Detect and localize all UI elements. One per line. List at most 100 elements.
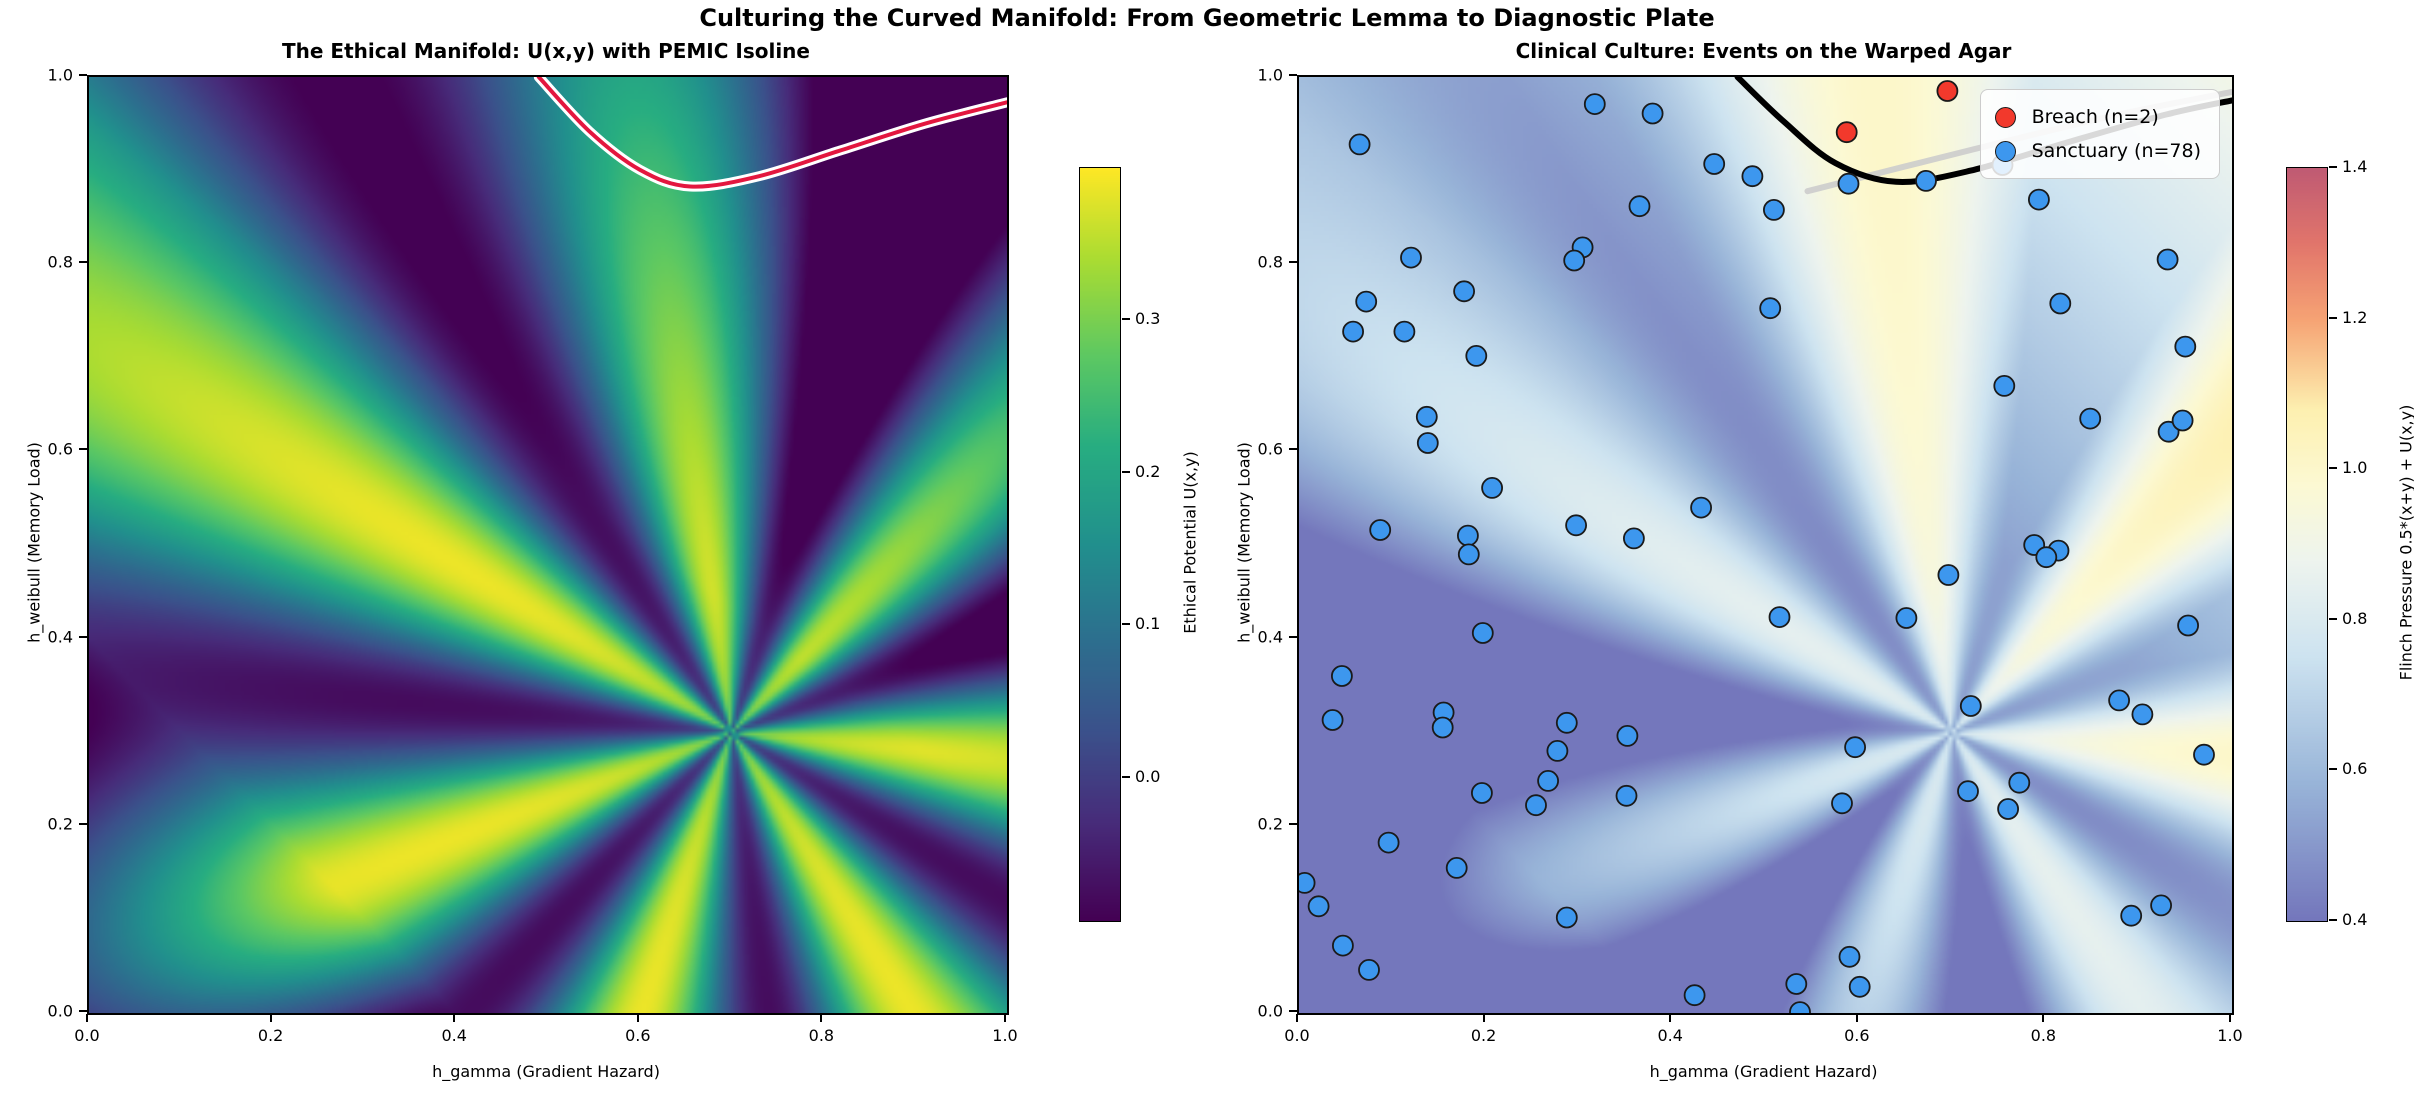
- sanctuary-point: [1915, 170, 1937, 192]
- left-colorbar: [1079, 167, 1121, 922]
- colorbar-tick-label: 1.2: [2342, 307, 2368, 327]
- sanctuary-point: [2028, 188, 2050, 211]
- sanctuary-point: [1445, 857, 1468, 879]
- x-tick-label: 0.2: [257, 1026, 284, 1045]
- sanctuary-point: [1838, 945, 1861, 968]
- colorbar-tick-label: 1.0: [2342, 458, 2368, 478]
- y-tick-mark: [1289, 822, 1297, 825]
- sanctuary-point: [2157, 420, 2180, 443]
- sanctuary-point: [1895, 607, 1918, 629]
- colorbar-tick-mark: [2329, 166, 2337, 168]
- colorbar-tick-label: 0.4: [2342, 910, 2368, 929]
- sanctuary-point: [1628, 195, 1651, 218]
- sanctuary-point: [1837, 172, 1860, 195]
- sanctuary-point: [2120, 904, 2143, 927]
- sanctuary-point: [1690, 496, 1713, 519]
- sanctuary-point: [2035, 546, 2058, 569]
- x-tick-label: 0.6: [625, 1026, 651, 1045]
- y-tick-label: 0.0: [47, 1001, 73, 1021]
- colorbar-tick-mark: [2329, 467, 2337, 470]
- sanctuary-point: [1555, 906, 1578, 929]
- right-y-axis-label: h_weibull (Memory Load): [1234, 442, 1254, 643]
- colorbar-tick-label: 0.3: [1135, 309, 1161, 329]
- pemic-isoline: [536, 77, 1007, 189]
- left-y-axis-label: h_weibull (Memory Load): [24, 442, 44, 643]
- sanctuary-point: [1641, 102, 1664, 125]
- sanctuary-point: [1457, 543, 1480, 566]
- sanctuary-point: [2174, 335, 2197, 358]
- sanctuary-point: [1957, 780, 1979, 803]
- legend-label-sanctuary: Sanctuary (n=78): [2031, 140, 2201, 162]
- left-heatmap-plot: [87, 75, 1009, 1015]
- pemic-isoline-overlay: [533, 77, 1007, 192]
- breach-marker-icon: [1994, 106, 2016, 128]
- colorbar-tick-label: 0.1: [1135, 614, 1161, 634]
- y-tick-label: 0.2: [47, 814, 73, 834]
- x-tick-mark: [2042, 1014, 2045, 1022]
- x-tick-label: 1.0: [992, 1026, 1018, 1045]
- x-tick-mark: [453, 1014, 456, 1022]
- sanctuary-point: [1470, 782, 1493, 804]
- sanctuary-point: [2108, 689, 2130, 712]
- sanctuary-point: [1789, 1001, 1811, 1013]
- y-tick-label: 0.2: [1257, 814, 1283, 834]
- sanctuary-point: [2079, 407, 2102, 430]
- x-tick-mark: [86, 1014, 88, 1022]
- right-colorbar: [2286, 167, 2328, 922]
- sanctuary-point: [1453, 280, 1476, 303]
- x-tick-mark: [820, 1014, 823, 1022]
- sanctuary-point: [1471, 622, 1494, 644]
- sanctuary-point: [1299, 872, 1316, 894]
- left-x-axis-label: h_gamma (Gradient Hazard): [432, 1062, 660, 1081]
- colorbar-tick-mark: [2329, 768, 2337, 771]
- breach-point: [1936, 80, 1959, 102]
- sanctuary-point: [1583, 93, 1606, 116]
- sanctuary-point: [2150, 894, 2172, 917]
- left-colorbar-label: Ethical Potential U(x,y): [1180, 451, 1200, 634]
- x-tick-label: 0.0: [1284, 1026, 1310, 1045]
- legend-row-sanctuary: Sanctuary (n=78): [1994, 134, 2201, 168]
- y-tick-label: 1.0: [1257, 65, 1283, 85]
- sanctuary-point: [1683, 984, 1706, 1007]
- y-tick-label: 0.8: [47, 252, 73, 272]
- sanctuary-point: [1456, 524, 1479, 547]
- colorbar-tick-mark: [1122, 775, 1130, 778]
- right-colorbar-gradient: [2287, 168, 2327, 921]
- x-tick-label: 0.4: [1657, 1026, 1683, 1045]
- sanctuary-marker-icon: [1994, 140, 2016, 162]
- sanctuary-point: [1993, 374, 2016, 397]
- sanctuary-point: [1848, 975, 1871, 998]
- sanctuary-point: [1355, 290, 1378, 313]
- sanctuary-point: [2171, 409, 2194, 432]
- y-tick-mark: [79, 635, 87, 638]
- sanctuary-point: [1741, 165, 1764, 188]
- sanctuary-point: [1703, 153, 1726, 175]
- y-tick-mark: [79, 74, 87, 76]
- sanctuary-point: [1555, 711, 1578, 734]
- sanctuary-point: [1348, 133, 1371, 156]
- x-tick-mark: [1004, 1014, 1006, 1022]
- y-tick-label: 1.0: [47, 65, 73, 85]
- sanctuary-point: [1768, 606, 1791, 628]
- sanctuary-point: [1331, 665, 1353, 687]
- sanctuary-point: [1400, 246, 1422, 269]
- sanctuary-point: [1431, 716, 1454, 739]
- x-tick-label: 0.2: [1470, 1026, 1497, 1045]
- x-tick-label: 0.6: [1844, 1026, 1870, 1045]
- events-scatter-overlay: [1299, 77, 2232, 1013]
- sanctuary-point: [1416, 432, 1439, 454]
- colorbar-tick-mark: [1122, 623, 1130, 626]
- y-tick-label: 0.6: [47, 439, 73, 459]
- legend-row-breach: Breach (n=2): [1994, 100, 2201, 134]
- sanctuary-point: [1393, 320, 1416, 343]
- sanctuary-point: [1565, 514, 1588, 537]
- right-colorbar-label: Flinch Pressure 0.5*(x+y) + U(x,y): [2396, 404, 2414, 681]
- sanctuary-point: [1959, 695, 1982, 717]
- y-tick-mark: [1289, 635, 1297, 638]
- y-tick-label: 0.0: [1257, 1001, 1283, 1021]
- breach-point: [1835, 121, 1858, 144]
- sanctuary-point: [1762, 198, 1785, 221]
- x-tick-label: 0.8: [2030, 1026, 2057, 1045]
- pemic-isoline-halo: [533, 77, 1007, 192]
- sanctuary-point: [1937, 564, 1960, 586]
